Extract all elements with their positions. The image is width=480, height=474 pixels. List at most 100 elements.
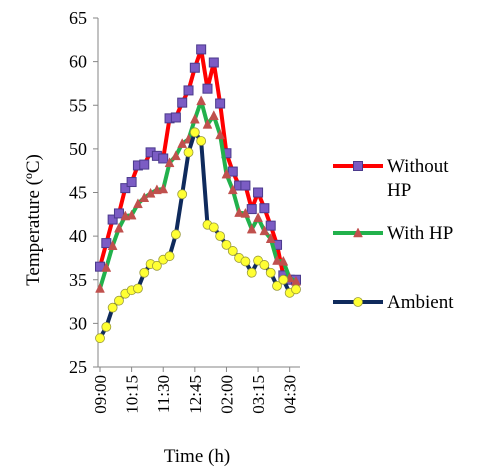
- data-point-ambient: [272, 280, 282, 291]
- data-point-with-hp: [114, 222, 124, 233]
- data-point-ambient: [101, 321, 112, 332]
- data-point-without-hp: [158, 153, 169, 164]
- data-point-ambient: [170, 229, 181, 240]
- x-tick-label: 10:15: [123, 375, 142, 414]
- x-tick-label: 03:15: [249, 375, 268, 414]
- data-point-without-hp: [265, 220, 276, 231]
- data-point-without-hp: [177, 97, 188, 108]
- legend-label: Without HP: [387, 156, 449, 201]
- data-point-without-hp: [240, 180, 251, 191]
- x-tick-label: 02:00: [217, 375, 236, 414]
- data-point-ambient: [114, 295, 124, 306]
- data-point-without-hp: [120, 183, 131, 194]
- y-tick-label: 55: [69, 95, 87, 115]
- data-point-with-hp: [272, 254, 282, 265]
- data-point-with-hp: [259, 225, 270, 236]
- data-point-with-hp: [189, 113, 200, 124]
- data-point-ambient: [278, 274, 289, 285]
- y-tick-label: 65: [69, 8, 87, 28]
- data-point-without-hp: [170, 112, 181, 123]
- legend-item-without-hp: Without HP: [333, 156, 449, 201]
- data-point-without-hp: [246, 204, 257, 215]
- y-tick-label: 60: [69, 52, 87, 72]
- legend-label: With HP: [387, 223, 453, 244]
- data-point-ambient: [177, 189, 188, 200]
- y-axis-title: Temperature (ºC): [23, 154, 44, 286]
- data-point-with-hp: [202, 118, 213, 129]
- y-tick-label: 35: [69, 270, 87, 290]
- y-tick-label: 25: [69, 357, 87, 377]
- y-axis-ticks: 25 30 35 40 45 50 55 60 65: [69, 8, 98, 377]
- legend-marker: [353, 227, 363, 238]
- legend-item-ambient: Ambient: [333, 292, 454, 313]
- data-point-without-hp: [227, 166, 238, 177]
- data-point-without-hp: [208, 57, 219, 68]
- data-point-with-hp: [133, 198, 143, 209]
- series-with-hp: [95, 95, 301, 293]
- data-point-ambient: [221, 239, 232, 250]
- y-tick-label: 50: [69, 139, 87, 159]
- data-point-ambient: [265, 267, 276, 278]
- data-point-without-hp: [126, 177, 137, 188]
- series-ambient: [95, 127, 301, 344]
- legend-label: Ambient: [387, 292, 454, 313]
- data-point-without-hp: [189, 62, 200, 73]
- y-tick-label: 45: [69, 183, 87, 203]
- data-point-ambient: [196, 136, 207, 146]
- data-point-without-hp: [196, 44, 207, 55]
- data-point-with-hp: [234, 207, 245, 217]
- data-point-with-hp: [107, 240, 118, 250]
- data-point-ambient: [133, 283, 143, 294]
- data-point-with-hp: [240, 207, 251, 218]
- x-tick-label: 12:45: [186, 375, 205, 414]
- data-point-with-hp: [101, 261, 112, 272]
- series-layer: [95, 44, 301, 344]
- data-point-with-hp: [215, 129, 226, 140]
- legend-marker: [353, 297, 363, 307]
- data-point-with-hp: [95, 282, 105, 293]
- data-point-without-hp: [107, 214, 118, 225]
- data-point-ambient: [291, 284, 301, 295]
- x-tick-label: 04:30: [281, 375, 300, 414]
- data-point-ambient: [152, 260, 162, 271]
- data-point-ambient: [189, 127, 200, 138]
- data-point-without-hp: [259, 203, 270, 214]
- data-point-ambient: [240, 256, 251, 267]
- data-point-with-hp: [278, 255, 289, 266]
- data-point-with-hp: [246, 223, 257, 234]
- data-point-without-hp: [215, 98, 226, 109]
- data-point-with-hp: [221, 168, 232, 179]
- x-axis-ticks: 09:00 10:15 11:30 12:45 02:00 03:15 04:30: [91, 367, 300, 414]
- data-point-ambient: [95, 333, 105, 344]
- data-point-with-hp: [164, 157, 175, 168]
- data-point-without-hp: [183, 85, 194, 96]
- data-point-with-hp: [253, 212, 263, 223]
- data-point-ambient: [164, 251, 175, 262]
- data-point-ambient: [208, 222, 219, 233]
- data-point-ambient: [183, 147, 194, 158]
- data-point-with-hp: [265, 233, 276, 243]
- data-point-with-hp: [208, 110, 219, 120]
- data-point-with-hp: [126, 209, 137, 220]
- data-point-without-hp: [101, 238, 112, 249]
- data-point-without-hp: [202, 83, 213, 94]
- data-point-with-hp: [158, 183, 169, 194]
- data-point-ambient: [246, 267, 257, 278]
- y-tick-label: 30: [69, 313, 87, 333]
- x-axis-title: Time (h): [164, 446, 230, 467]
- y-tick-label: 40: [69, 226, 87, 246]
- x-tick-label: 09:00: [91, 375, 110, 414]
- data-point-ambient: [259, 260, 270, 270]
- data-point-ambient: [139, 267, 150, 278]
- legend-item-with-hp: With HP: [333, 223, 453, 244]
- data-point-with-hp: [196, 95, 207, 106]
- data-point-without-hp: [139, 159, 150, 170]
- data-point-ambient: [227, 246, 238, 256]
- legend: Without HP With HP Ambient: [333, 156, 454, 313]
- data-point-ambient: [215, 231, 226, 242]
- data-point-without-hp: [253, 187, 264, 198]
- legend-marker: [353, 161, 363, 171]
- data-point-ambient: [107, 302, 118, 313]
